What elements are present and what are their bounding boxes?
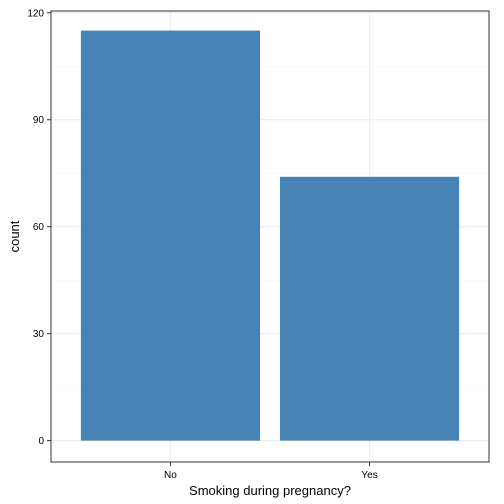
panel-border xyxy=(50,10,490,463)
y-axis: 0 30 60 90 120 xyxy=(27,8,51,447)
x-axis: No Yes xyxy=(164,462,378,481)
y-tick-label: 120 xyxy=(27,8,44,19)
bars xyxy=(80,30,460,441)
y-axis-title: count xyxy=(7,220,22,252)
bar-no xyxy=(80,30,261,441)
bar-yes xyxy=(279,176,460,441)
x-tick-label: No xyxy=(164,470,177,481)
y-tick-label: 90 xyxy=(33,115,45,126)
y-tick-label: 30 xyxy=(33,329,45,340)
x-axis-title: Smoking during pregnancy? xyxy=(189,483,351,498)
y-tick-label: 60 xyxy=(33,222,45,233)
y-tick-label: 0 xyxy=(38,436,44,447)
x-tick-label: Yes xyxy=(361,470,377,481)
